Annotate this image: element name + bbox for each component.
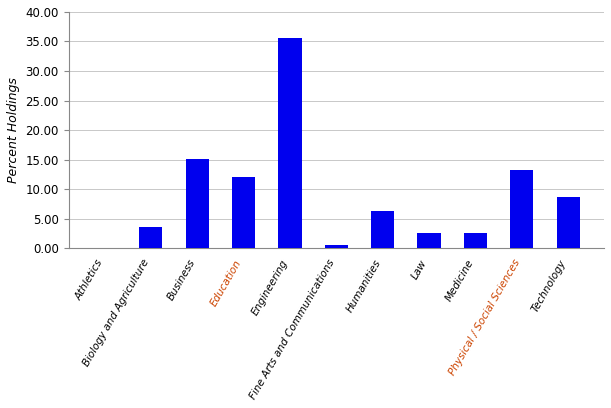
Bar <box>186 159 209 248</box>
Bar <box>324 245 348 248</box>
Bar <box>510 170 533 248</box>
Bar <box>139 227 163 248</box>
Bar <box>417 233 441 248</box>
Y-axis label: Percent Holdings: Percent Holdings <box>7 77 20 183</box>
Bar <box>279 38 302 248</box>
Bar <box>464 233 487 248</box>
Bar <box>371 211 394 248</box>
Bar <box>232 177 255 248</box>
Bar <box>557 197 580 248</box>
